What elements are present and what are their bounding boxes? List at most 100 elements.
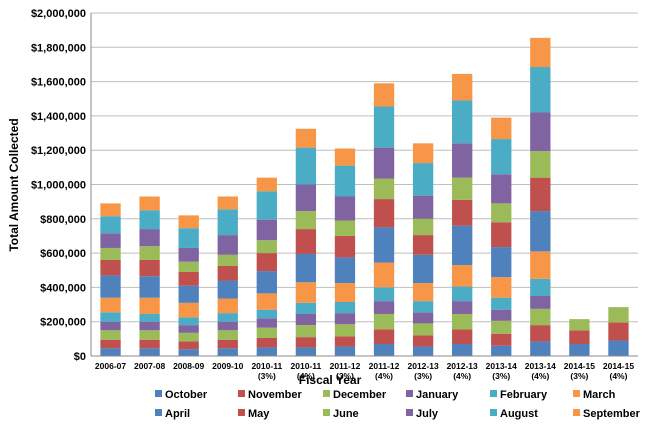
- y-tick-label: $600,000: [40, 248, 86, 260]
- bar-segment: [217, 265, 238, 281]
- bar-segment: [295, 313, 317, 326]
- bar-segment: [139, 321, 160, 331]
- bar-segment: [295, 128, 317, 148]
- bar-segment: [256, 309, 277, 319]
- bar-segment: [139, 259, 160, 277]
- y-tick-label: $1,000,000: [31, 180, 86, 192]
- legend-label: January: [416, 389, 459, 401]
- bar-segment: [412, 254, 434, 284]
- bar-segment: [217, 254, 238, 266]
- bar-segment: [334, 313, 356, 325]
- bar-segment: [452, 329, 473, 344]
- legend-label: September: [583, 408, 641, 420]
- bar-segment: [178, 349, 199, 356]
- bar-segment: [530, 67, 551, 113]
- legend-label: October: [165, 389, 208, 401]
- bar-stack: [139, 196, 160, 356]
- bar-segment: [412, 195, 434, 219]
- bar-stack: [217, 196, 238, 356]
- bar-stack: [491, 117, 512, 356]
- bar-segment: [452, 225, 473, 266]
- bar-segment: [256, 191, 277, 220]
- legend-label: February: [500, 389, 548, 401]
- bar-segment: [373, 147, 395, 179]
- bar-segment: [608, 307, 629, 323]
- bar-segment: [217, 348, 238, 356]
- bar-segment: [256, 253, 277, 272]
- bar-segment: [452, 199, 473, 226]
- bar-segment: [530, 308, 551, 326]
- bar-stack: [452, 73, 473, 356]
- legend-label: November: [248, 389, 303, 401]
- bar-segment: [100, 259, 121, 276]
- legend-item: October: [155, 389, 208, 401]
- bar-segment: [217, 321, 238, 331]
- x-tick-label: (3%): [414, 371, 432, 381]
- bar-segment: [178, 261, 199, 272]
- bar-segment: [491, 203, 512, 223]
- bar-segment: [334, 324, 356, 337]
- bar-segment: [373, 343, 395, 356]
- y-tick-label: $400,000: [40, 282, 86, 294]
- x-tick-label: 2007-08: [134, 361, 165, 371]
- bar-segment: [530, 325, 551, 342]
- bar-segment: [569, 330, 590, 344]
- x-tick-label: 2010-11: [291, 361, 322, 371]
- bar-segment: [178, 332, 199, 342]
- bar-segment: [373, 83, 395, 107]
- bar-segment: [373, 329, 395, 344]
- bar-segment: [412, 346, 434, 356]
- x-tick-label: (4%): [531, 371, 549, 381]
- bar-segment: [295, 302, 317, 314]
- bar-segment: [491, 222, 512, 248]
- bar-segment: [178, 215, 199, 229]
- bar-segment: [217, 196, 238, 210]
- bar-segment: [256, 219, 277, 241]
- bar-segment: [217, 235, 238, 255]
- bar-segment: [256, 318, 277, 328]
- bar-segment: [139, 297, 160, 314]
- bar-segment: [530, 278, 551, 296]
- bar-segment: [491, 277, 512, 298]
- bar-segment: [373, 287, 395, 302]
- legend-item: September: [573, 408, 641, 420]
- bar-segment: [256, 293, 277, 310]
- x-tick-label: 2012-13: [408, 361, 439, 371]
- x-tick-label: (4%): [609, 371, 627, 381]
- bar-segment: [452, 343, 473, 356]
- bar-segment: [295, 211, 317, 230]
- legend-item: February: [490, 389, 548, 401]
- legend: October November December January February Ma…: [155, 389, 641, 420]
- bar-segment: [334, 257, 356, 284]
- bar-segment: [217, 313, 238, 322]
- bar-stack: [256, 177, 277, 356]
- y-tick-label: $1,400,000: [31, 111, 86, 123]
- bar-stack: [100, 203, 121, 356]
- bar-segment: [217, 339, 238, 349]
- bar-segment: [373, 106, 395, 148]
- bar-segment: [412, 301, 434, 313]
- bar-segment: [491, 139, 512, 175]
- bar-segment: [530, 37, 551, 68]
- y-tick-label: $2,000,000: [31, 8, 86, 20]
- bar-stack: [412, 143, 434, 356]
- x-tick-label: 2006-07: [95, 361, 126, 371]
- bar-segment: [334, 283, 356, 302]
- bar-segment: [295, 337, 317, 348]
- bar-segment: [178, 302, 199, 318]
- bar-segment: [412, 163, 434, 196]
- bar-segment: [412, 335, 434, 347]
- x-axis-title: Fiscal Year: [299, 373, 362, 387]
- bar-segment: [139, 246, 160, 260]
- bar-segment: [530, 112, 551, 152]
- bar-segment: [178, 341, 199, 350]
- bar-segment: [295, 282, 317, 303]
- bar-segment: [139, 330, 160, 340]
- legend-item: June: [323, 408, 359, 420]
- bar-segment: [100, 247, 121, 260]
- bar-segment: [373, 199, 395, 228]
- y-tick-label: $200,000: [40, 317, 86, 329]
- bar-segment: [412, 283, 434, 302]
- bar-segment: [452, 265, 473, 287]
